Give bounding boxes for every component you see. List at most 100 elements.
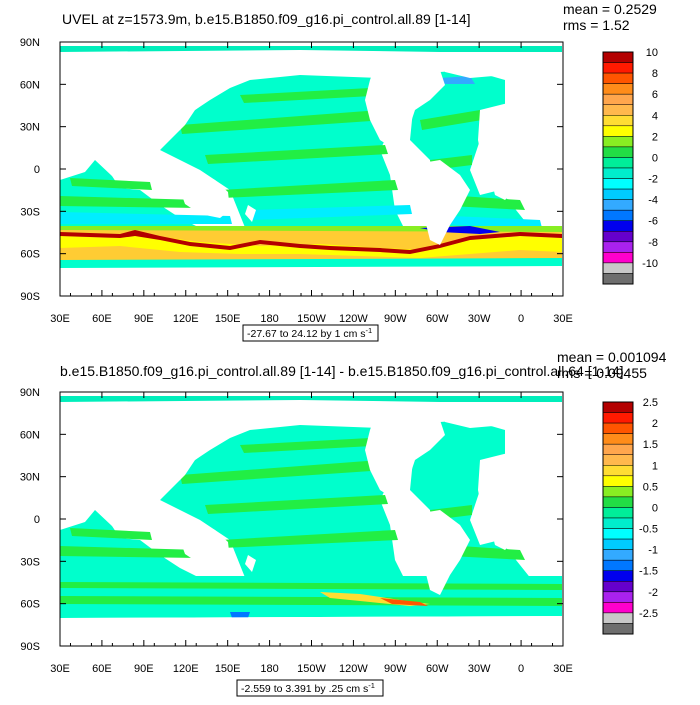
x-tick-label: 30E [50, 663, 70, 675]
y-tick-label: 0 [34, 514, 40, 526]
panel-bottom-axes: 30E 60E 90E 120E 150E 180 150W 120W 90W 60W 30W 0 30… [20, 387, 573, 675]
colorbar-swatch [602, 623, 634, 635]
colorbar-label: -6 [648, 216, 658, 228]
x-tick-label: 60E [92, 663, 112, 675]
band-green [205, 495, 388, 514]
colorbar-label: 1.5 [643, 439, 658, 451]
colorbar-swatch [602, 517, 634, 529]
band-cyan [250, 205, 412, 220]
colorbar-label: 2 [652, 131, 658, 143]
colorbar-swatch [602, 178, 634, 190]
colorbar-swatch [602, 454, 634, 466]
colorbar-swatch [602, 602, 634, 614]
colorbar-label: -0.5 [639, 524, 658, 536]
colorbar-swatch [602, 581, 634, 593]
y-tick-label: 30S [20, 556, 40, 568]
positive-patch [380, 598, 428, 606]
land-new-zealand [245, 205, 256, 222]
y-tick-label: 60N [20, 79, 40, 91]
land-australia [180, 522, 230, 568]
colorbar-label: 4 [652, 110, 658, 122]
band-green [240, 438, 372, 453]
x-tick-label: 150E [215, 663, 241, 675]
negative-patch [230, 612, 250, 618]
y-tick-label: 90S [20, 291, 40, 303]
land-australia [180, 172, 230, 218]
colorbar-label: -8 [648, 237, 658, 249]
panel-top-title: UVEL at z=1573.9m, b.e15.B1850.f09_g16.p… [62, 11, 471, 27]
x-tick-label: 30E [553, 313, 573, 325]
colorbar-swatch [602, 51, 634, 63]
land-south-america [405, 160, 470, 245]
panel-top-range-box: -27.67 to 24.12 by 1 cm s-1 [242, 324, 379, 342]
panel-top-map [60, 42, 563, 296]
panel-bottom-title: b.e15.B1850.f09_g16.pi_control.all.89 [1… [60, 363, 624, 379]
colorbar-swatch [602, 465, 634, 477]
colorbar-frame [602, 51, 634, 285]
panel-top-rms: rms = 1.52 [563, 17, 630, 33]
land-europe [505, 410, 562, 460]
colorbar-swatch [602, 93, 634, 105]
colorbar-swatch [602, 591, 634, 603]
y-tick-label: 30S [20, 206, 40, 218]
land-asia [60, 402, 440, 510]
land-africa [478, 100, 545, 200]
land-north-america [365, 402, 445, 500]
y-tick-label: 90N [20, 37, 40, 49]
southern-edge [60, 258, 562, 268]
colorbar-swatch [602, 549, 634, 561]
x-tick-label: 30W [468, 663, 491, 675]
band-green [220, 180, 398, 198]
x-tick-label: 150W [297, 663, 326, 675]
panel-bottom-range-label: -2.559 to 3.391 by .25 cm s [241, 683, 368, 695]
colorbar-swatch [602, 401, 634, 413]
panel-bottom-rms: rms = 0.09455 [557, 365, 647, 381]
colorbar-label: -2.5 [639, 608, 658, 620]
colorbar-swatch [602, 422, 634, 434]
colorbar-swatch [602, 231, 634, 243]
land-africa-eurasia [60, 402, 120, 526]
land-south-america [405, 510, 470, 595]
colorbar-swatch [602, 252, 634, 264]
x-tick-label: 30W [468, 313, 491, 325]
colorbar-swatch [602, 528, 634, 540]
x-tick-label: 180 [260, 313, 278, 325]
y-tick-label: 30N [20, 122, 40, 134]
x-tick-label: 120W [339, 313, 368, 325]
land [60, 52, 562, 296]
ocean-field [60, 46, 562, 268]
band-cyan [60, 212, 232, 224]
colorbar-swatch [602, 475, 634, 487]
band-green [60, 546, 200, 558]
y-tick-label: 90S [20, 641, 40, 653]
x-tick-label: 180 [260, 663, 278, 675]
colorbar-swatch [602, 104, 634, 116]
x-tick-label: 0 [518, 663, 524, 675]
x-tick-label: 90E [134, 663, 154, 675]
colorbar-swatch [602, 570, 634, 582]
range-box-frame [242, 324, 379, 342]
x-tick-label: 30E [50, 313, 70, 325]
colorbar-label: 6 [652, 89, 658, 101]
colorbar-label: 8 [652, 68, 658, 80]
x-tick-label: 0 [518, 313, 524, 325]
colorbar-label: 0.5 [643, 481, 658, 493]
land-greenland [440, 408, 505, 428]
colorbar-label: -4 [648, 195, 658, 207]
colorbar-swatch [602, 507, 634, 519]
colorbar-swatch [602, 241, 634, 253]
land-asia [60, 52, 440, 160]
x-tick-label: 60W [426, 313, 449, 325]
panel-bottom-range-box: -2.559 to 3.391 by .25 cm s-1 [236, 679, 384, 697]
band-green [180, 460, 385, 484]
colorbar-swatch [602, 559, 634, 571]
colorbar-swatch [602, 262, 634, 274]
band-green [70, 178, 152, 190]
band-green [420, 110, 482, 130]
land [60, 402, 562, 646]
colorbar-frame [602, 401, 634, 635]
colorbar-label: 0 [652, 502, 658, 514]
colorbar-label: -2 [648, 174, 658, 186]
